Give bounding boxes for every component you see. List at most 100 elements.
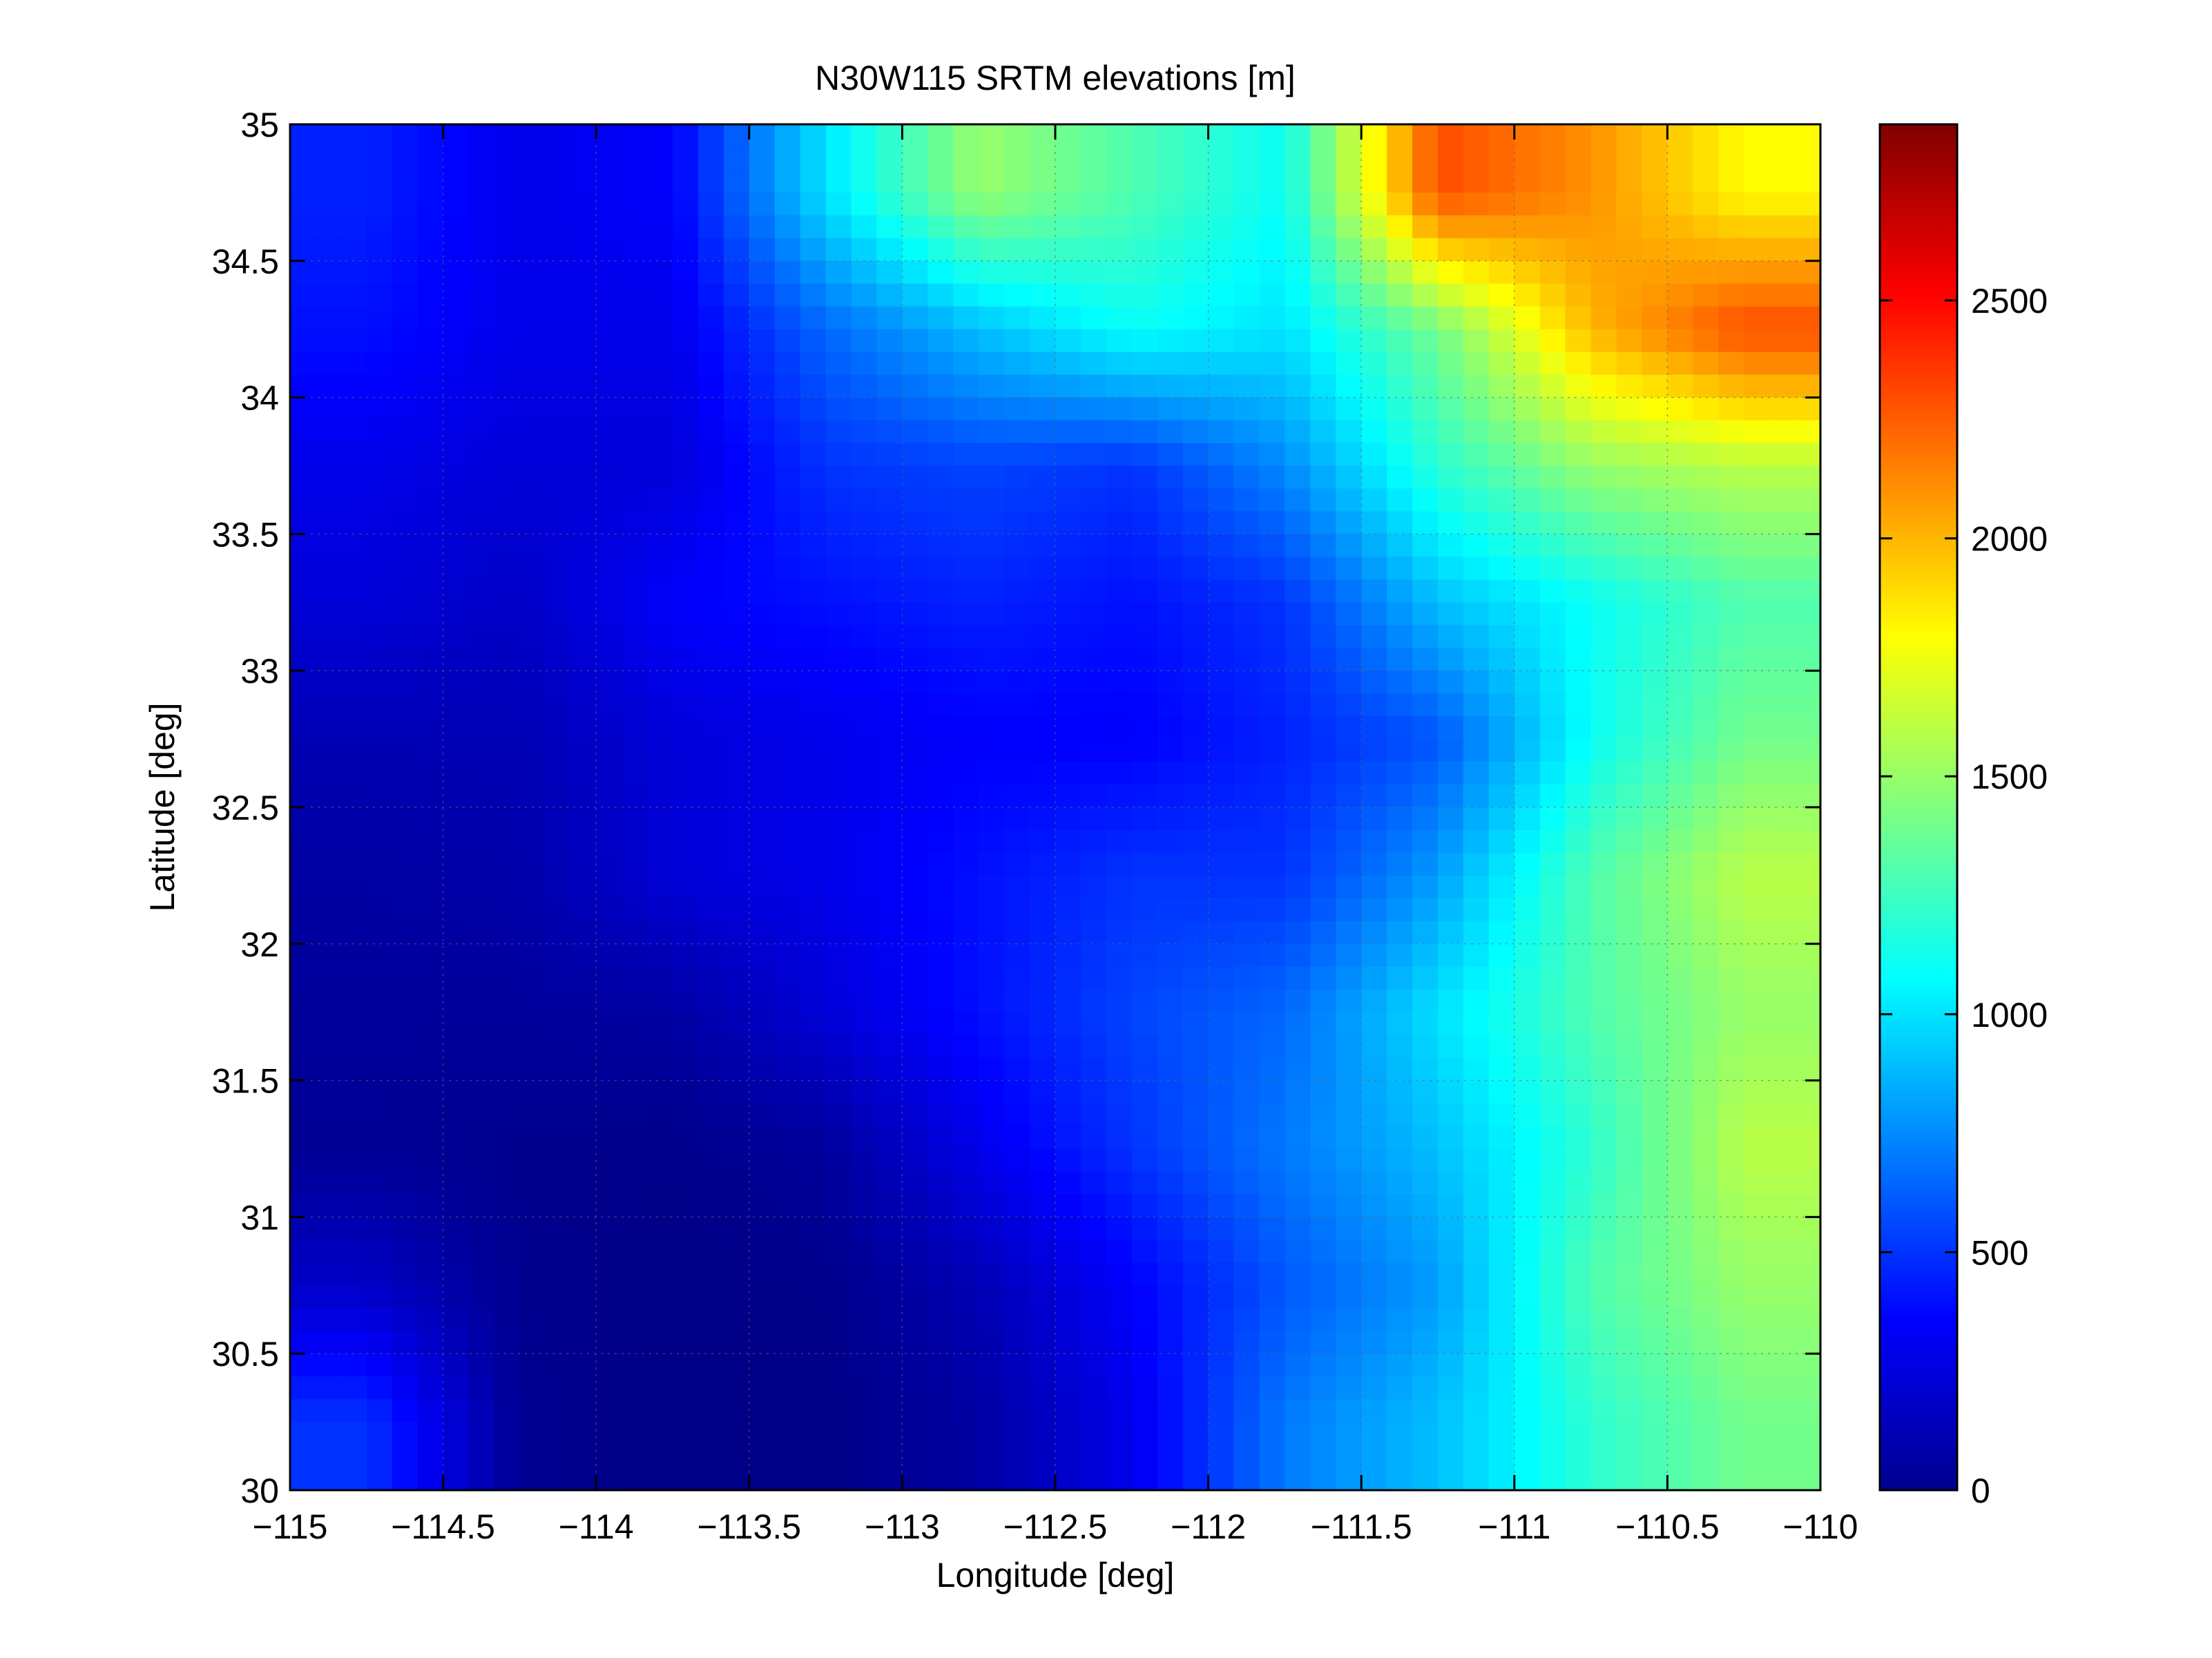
heatmap-cell	[443, 238, 470, 262]
heatmap-cell	[851, 716, 878, 740]
heatmap-cell	[774, 898, 801, 922]
heatmap-cell	[1718, 852, 1745, 876]
heatmap-cell	[1336, 579, 1363, 604]
heatmap-cell	[417, 443, 444, 467]
heatmap-cell	[468, 1331, 495, 1355]
heatmap-cell	[468, 920, 495, 945]
heatmap-cell	[1795, 1331, 1820, 1355]
heatmap-cell	[519, 1399, 546, 1423]
heatmap-cell	[1233, 1171, 1260, 1195]
heatmap-cell	[979, 784, 1006, 808]
heatmap-cell	[953, 1308, 980, 1332]
heatmap-cell	[290, 966, 316, 990]
heatmap-cell	[1030, 1171, 1056, 1195]
heatmap-cell	[340, 215, 367, 239]
heatmap-cell	[851, 1080, 878, 1104]
heatmap-cell	[1769, 397, 1796, 421]
heatmap-cell	[1667, 124, 1694, 148]
heatmap-cell	[468, 1034, 495, 1059]
heatmap-cell	[1233, 579, 1260, 604]
heatmap-cell	[1693, 1240, 1720, 1264]
heatmap-cell	[315, 1148, 342, 1173]
heatmap-cell	[1157, 124, 1184, 148]
heatmap-cell	[1565, 215, 1592, 239]
heatmap-cell	[1361, 829, 1388, 854]
heatmap-cell	[698, 1376, 724, 1400]
heatmap-cell	[1106, 1467, 1133, 1490]
heatmap-cell	[570, 534, 597, 558]
heatmap-cell	[927, 124, 954, 148]
heatmap-cell	[1463, 420, 1490, 444]
heatmap-cell	[1769, 829, 1796, 854]
heatmap-cell	[315, 1422, 342, 1446]
heatmap-cell	[494, 488, 521, 512]
heatmap-cell	[570, 1331, 597, 1355]
heatmap-cell	[800, 807, 827, 831]
heatmap-cell	[1565, 1445, 1592, 1469]
heatmap-cell	[979, 602, 1006, 626]
heatmap-cell	[723, 762, 750, 786]
heatmap-cell	[596, 1285, 623, 1309]
heatmap-cell	[953, 488, 980, 512]
heatmap-cell	[417, 260, 444, 285]
heatmap-cell	[1616, 306, 1643, 330]
heatmap-cell	[1642, 784, 1668, 808]
heatmap-cell	[1055, 784, 1081, 808]
heatmap-cell	[315, 1034, 342, 1059]
heatmap-cell	[392, 762, 419, 786]
heatmap-cell	[1131, 898, 1158, 922]
heatmap-cell	[1131, 875, 1158, 899]
heatmap-cell	[596, 602, 623, 626]
heatmap-cell	[1693, 1353, 1720, 1378]
heatmap-cell	[1565, 579, 1592, 604]
heatmap-cell	[902, 829, 929, 854]
heatmap-cell	[1693, 1171, 1720, 1195]
heatmap-cell	[927, 238, 954, 262]
heatmap-cell	[876, 648, 903, 672]
heatmap-cell	[1387, 739, 1414, 763]
heatmap-cell	[1106, 1262, 1133, 1286]
heatmap-cell	[876, 238, 903, 262]
heatmap-cell	[1131, 602, 1158, 626]
heatmap-cell	[1182, 1399, 1209, 1423]
heatmap-cell	[979, 829, 1006, 854]
heatmap-cell	[800, 1399, 827, 1423]
heatmap-cell	[366, 898, 393, 922]
heatmap-cell	[902, 1308, 929, 1332]
heatmap-cell	[1616, 351, 1643, 376]
heatmap-cell	[1667, 238, 1694, 262]
heatmap-cell	[1182, 784, 1209, 808]
heatmap-cell	[723, 693, 750, 717]
heatmap-cell	[1131, 625, 1158, 649]
heatmap-cell	[494, 1308, 521, 1332]
heatmap-cell	[749, 716, 776, 740]
heatmap-cell	[340, 1422, 367, 1446]
heatmap-cell	[1361, 1376, 1388, 1400]
heatmap-cell	[774, 1422, 801, 1446]
heatmap-cell	[1744, 443, 1771, 467]
heatmap-cell	[519, 1285, 546, 1309]
heatmap-cell	[800, 1467, 827, 1490]
heatmap-cell	[825, 966, 852, 990]
heatmap-cell	[1182, 1376, 1209, 1400]
heatmap-cell	[1131, 351, 1158, 376]
heatmap-cell	[1590, 1194, 1617, 1218]
heatmap-cell	[774, 488, 801, 512]
heatmap-cell	[1463, 1012, 1490, 1036]
heatmap-cell	[1438, 465, 1464, 490]
heatmap-cell	[851, 1012, 878, 1036]
heatmap-cell	[1055, 1012, 1081, 1036]
heatmap-cell	[570, 739, 597, 763]
heatmap-cell	[1055, 1171, 1081, 1195]
heatmap-cell	[1642, 602, 1668, 626]
heatmap-cell	[1463, 762, 1490, 786]
heatmap-cell	[1539, 146, 1566, 171]
heatmap-cell	[1157, 1376, 1184, 1400]
heatmap-cell	[1131, 1262, 1158, 1286]
heatmap-cell	[1769, 898, 1796, 922]
heatmap-cell	[851, 1467, 878, 1490]
heatmap-cell	[1488, 511, 1515, 535]
heatmap-cell	[417, 1034, 444, 1059]
heatmap-cell	[953, 443, 980, 467]
heatmap-cell	[749, 602, 776, 626]
